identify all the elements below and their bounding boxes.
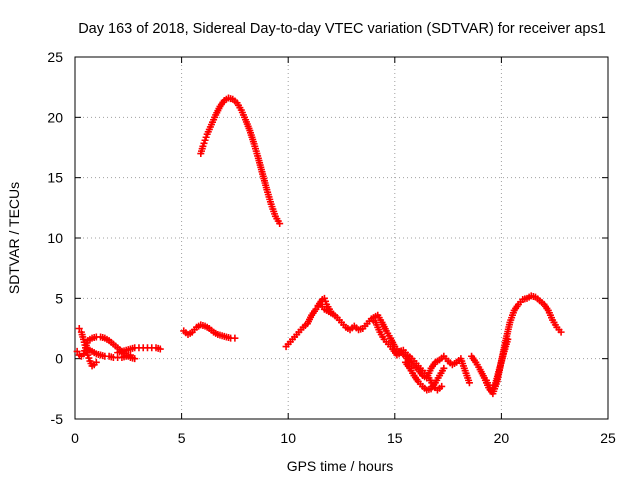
data-point	[440, 364, 448, 372]
data-point	[327, 308, 335, 316]
series-e	[180, 321, 239, 342]
data-point	[438, 382, 446, 390]
plot-area	[74, 56, 609, 420]
y-tick-label: 20	[47, 109, 63, 125]
data-point	[504, 335, 512, 343]
series-f	[197, 94, 284, 228]
grid-lines	[75, 57, 608, 419]
series-l	[482, 335, 512, 394]
x-tick-label: 0	[71, 430, 79, 446]
data-point	[126, 351, 134, 359]
data-point	[75, 325, 83, 332]
series-i	[401, 358, 448, 394]
data-point	[276, 220, 284, 228]
x-axis: 0 5 10 15 20 25	[71, 57, 616, 446]
series-c	[84, 345, 134, 361]
series-k	[468, 292, 565, 398]
x-tick-label: 5	[178, 430, 186, 446]
data-point	[92, 358, 100, 366]
series-j	[314, 294, 335, 316]
x-tick-label: 10	[280, 430, 296, 446]
y-tick-label: 10	[47, 230, 63, 246]
data-point	[131, 355, 139, 363]
y-axis-label: SDTVAR / TECUs	[6, 182, 22, 294]
data-point	[557, 328, 565, 336]
x-axis-label: GPS time / hours	[287, 458, 394, 474]
y-axis: -5 0 5 10 15 20 25	[47, 49, 608, 427]
x-tick-label: 20	[494, 430, 510, 446]
chart-title: Day 163 of 2018, Sidereal Day-to-day VTE…	[78, 21, 606, 37]
y-tick-label: 0	[55, 351, 63, 367]
series-h	[369, 311, 446, 394]
data-point	[231, 334, 239, 342]
plot-frame	[74, 56, 609, 420]
data-series	[73, 94, 565, 398]
y-tick-label: 5	[55, 290, 63, 306]
data-point	[73, 347, 81, 355]
y-tick-label: -5	[51, 411, 64, 427]
y-tick-label: 25	[47, 49, 63, 65]
x-tick-label: 25	[600, 430, 616, 446]
series-d	[114, 344, 164, 357]
x-tick-label: 15	[387, 430, 403, 446]
y-tick-label: 15	[47, 170, 63, 186]
data-point	[156, 345, 164, 353]
data-point	[465, 379, 473, 387]
